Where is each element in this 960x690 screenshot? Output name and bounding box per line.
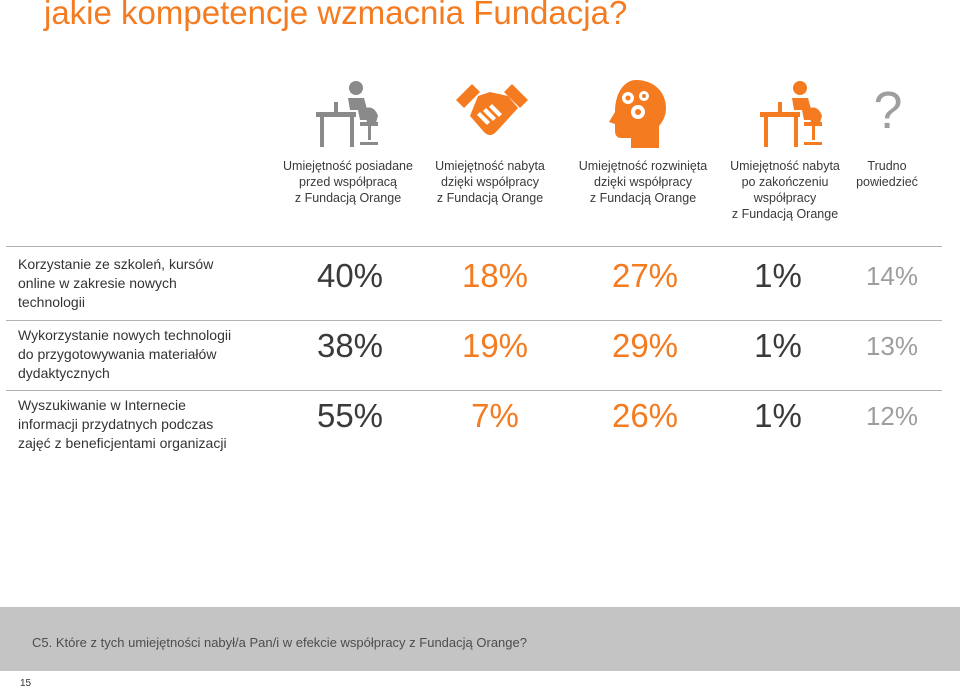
- page-bar: [0, 671, 960, 690]
- row-label: Wyszukiwanie w Internecie informacji przy…: [18, 397, 227, 451]
- value-cell: 40%: [316, 257, 384, 294]
- value-cell: 1%: [754, 327, 802, 364]
- value-cell: 38%: [316, 327, 384, 364]
- row-label: Wykorzystanie nowych technologii do przyg…: [18, 327, 232, 381]
- value-cell: 55%: [316, 397, 384, 434]
- column-header-acquired: Umiejętność nabyta dzięki współpracy z Fun…: [435, 159, 545, 205]
- row-label: Korzystanie ze szkoleń, kursów online w z…: [18, 256, 214, 310]
- page-number: 15: [20, 678, 32, 689]
- person-at-desk-icon: [760, 81, 822, 147]
- column-header-hard-to-say: Trudno powiedzieć: [856, 159, 918, 189]
- column-header-after: Umiejętność nabyta po zakończeniu współpra…: [730, 159, 840, 221]
- value-cell: 1%: [754, 257, 802, 294]
- handshake-icon: [456, 84, 528, 135]
- value-cell: 14%: [865, 261, 919, 291]
- person-at-desk-icon: [316, 81, 378, 147]
- question-mark-icon: ?: [874, 84, 903, 134]
- value-cell: 18%: [461, 257, 529, 294]
- value-cell: 12%: [865, 401, 919, 431]
- question-footer: C5. Które z tych umiejętności nabył/a Pa…: [0, 607, 960, 671]
- value-cell: 26%: [611, 397, 679, 434]
- table-divider: [6, 246, 942, 247]
- table-divider: [6, 320, 942, 321]
- value-cell: 1%: [754, 397, 802, 434]
- column-header-developed: Umiejętność rozwinięta dzięki współpracy z…: [578, 159, 708, 205]
- value-cell: 29%: [611, 327, 679, 364]
- value-cell: 19%: [461, 327, 529, 364]
- value-cell: 27%: [611, 257, 679, 294]
- question-text: C5. Które z tych umiejętności nabył/a Pa…: [32, 635, 527, 650]
- svg-text:?: ?: [874, 84, 903, 134]
- table-divider: [6, 390, 942, 391]
- value-cell: 7%: [471, 397, 519, 434]
- column-header-before: Umiejętność posiadane przed współpracą z F…: [283, 159, 413, 205]
- page-title: jakie kompetencje wzmacnia Fundacja?: [44, 0, 628, 31]
- head-gears-icon: [609, 80, 666, 148]
- value-cell: 13%: [865, 331, 919, 361]
